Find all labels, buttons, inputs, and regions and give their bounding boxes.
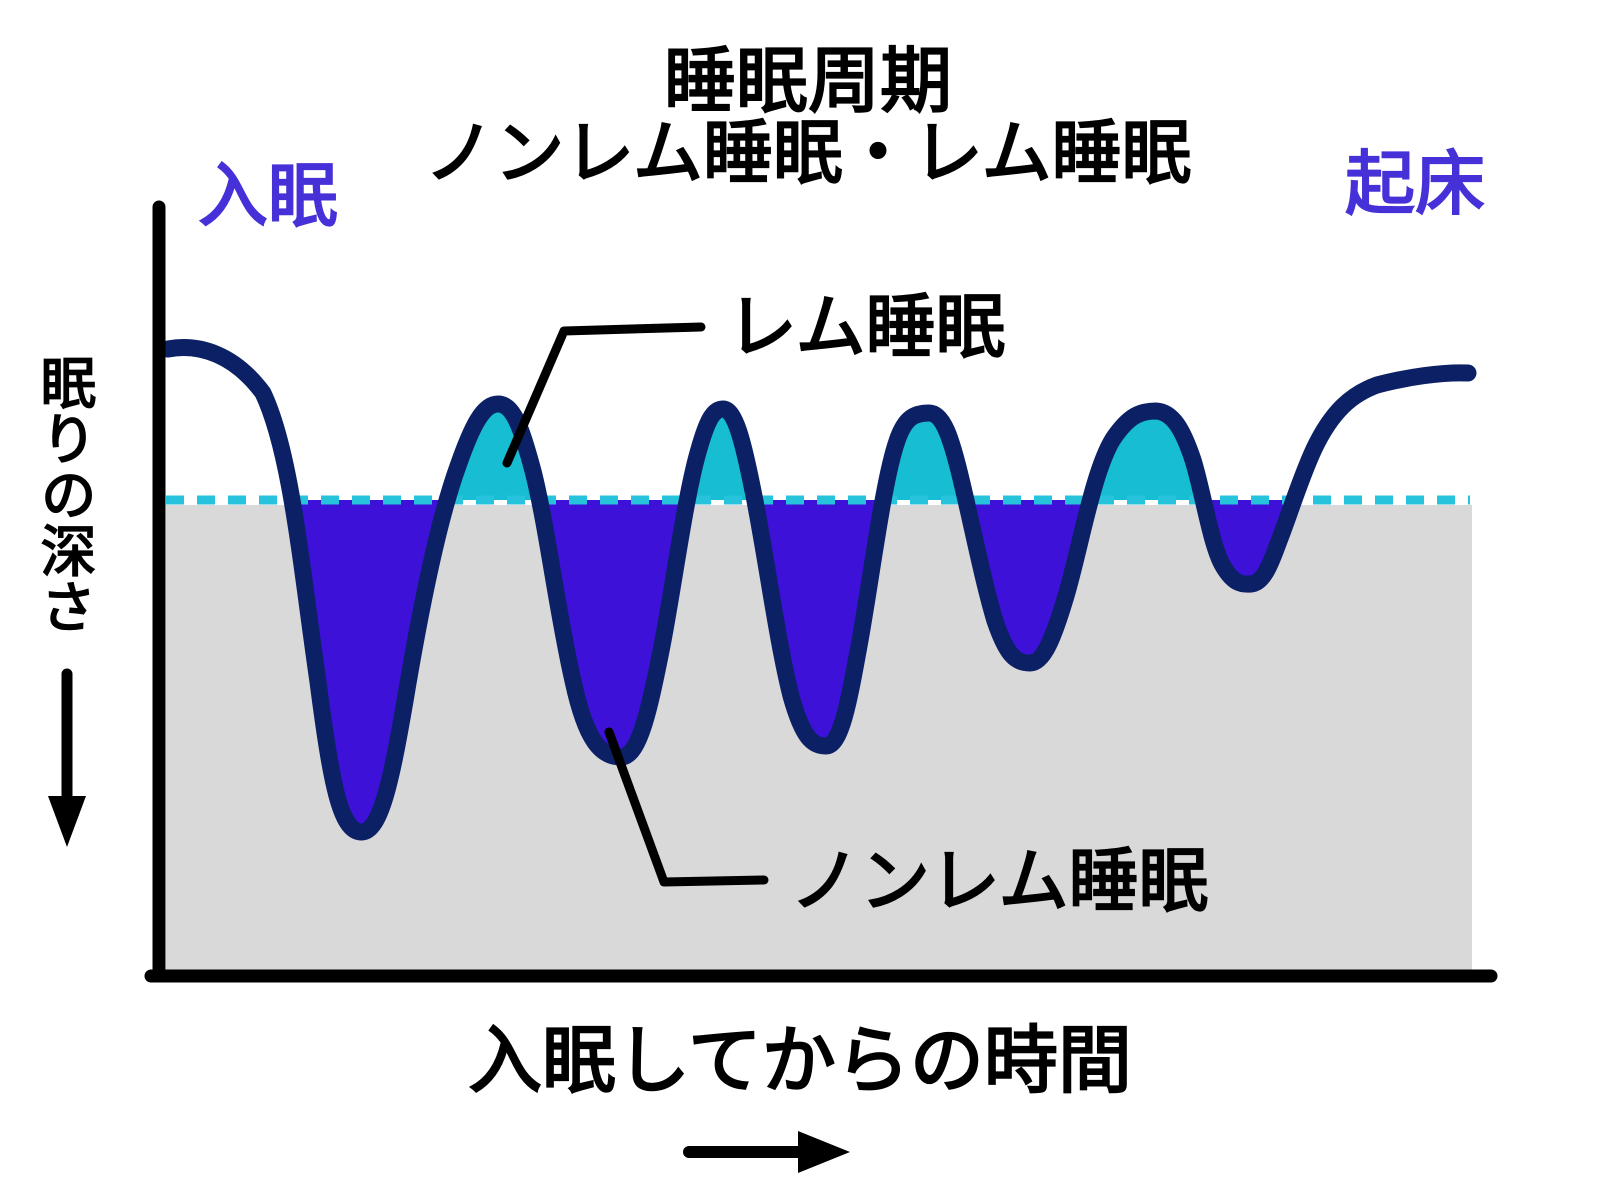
non-rem-area xyxy=(168,500,1468,833)
non-rem-sleep-label: ノンレム睡眠 xyxy=(790,842,1209,920)
rem-sleep-label: レム睡眠 xyxy=(727,288,1006,366)
diagram-title-line1: 睡眠周期 xyxy=(663,42,953,122)
non-rem-leader-line xyxy=(604,727,769,887)
x-axis-label: 入眠してからの時間 xyxy=(468,1019,1132,1102)
sleep-depth-wave-line xyxy=(159,339,1477,841)
y-axis-label: 眠りの深さ xyxy=(33,354,96,634)
depth-arrow-head-icon xyxy=(48,796,86,847)
rem-leader-line xyxy=(502,322,706,468)
time-arrow-head-icon xyxy=(798,1131,850,1173)
wake-up-label: 起床 xyxy=(1345,145,1485,223)
diagram-title-line2: ノンレム睡眠・レム睡眠 xyxy=(424,114,1192,192)
sleep-onset-label: 入眠 xyxy=(198,157,338,235)
